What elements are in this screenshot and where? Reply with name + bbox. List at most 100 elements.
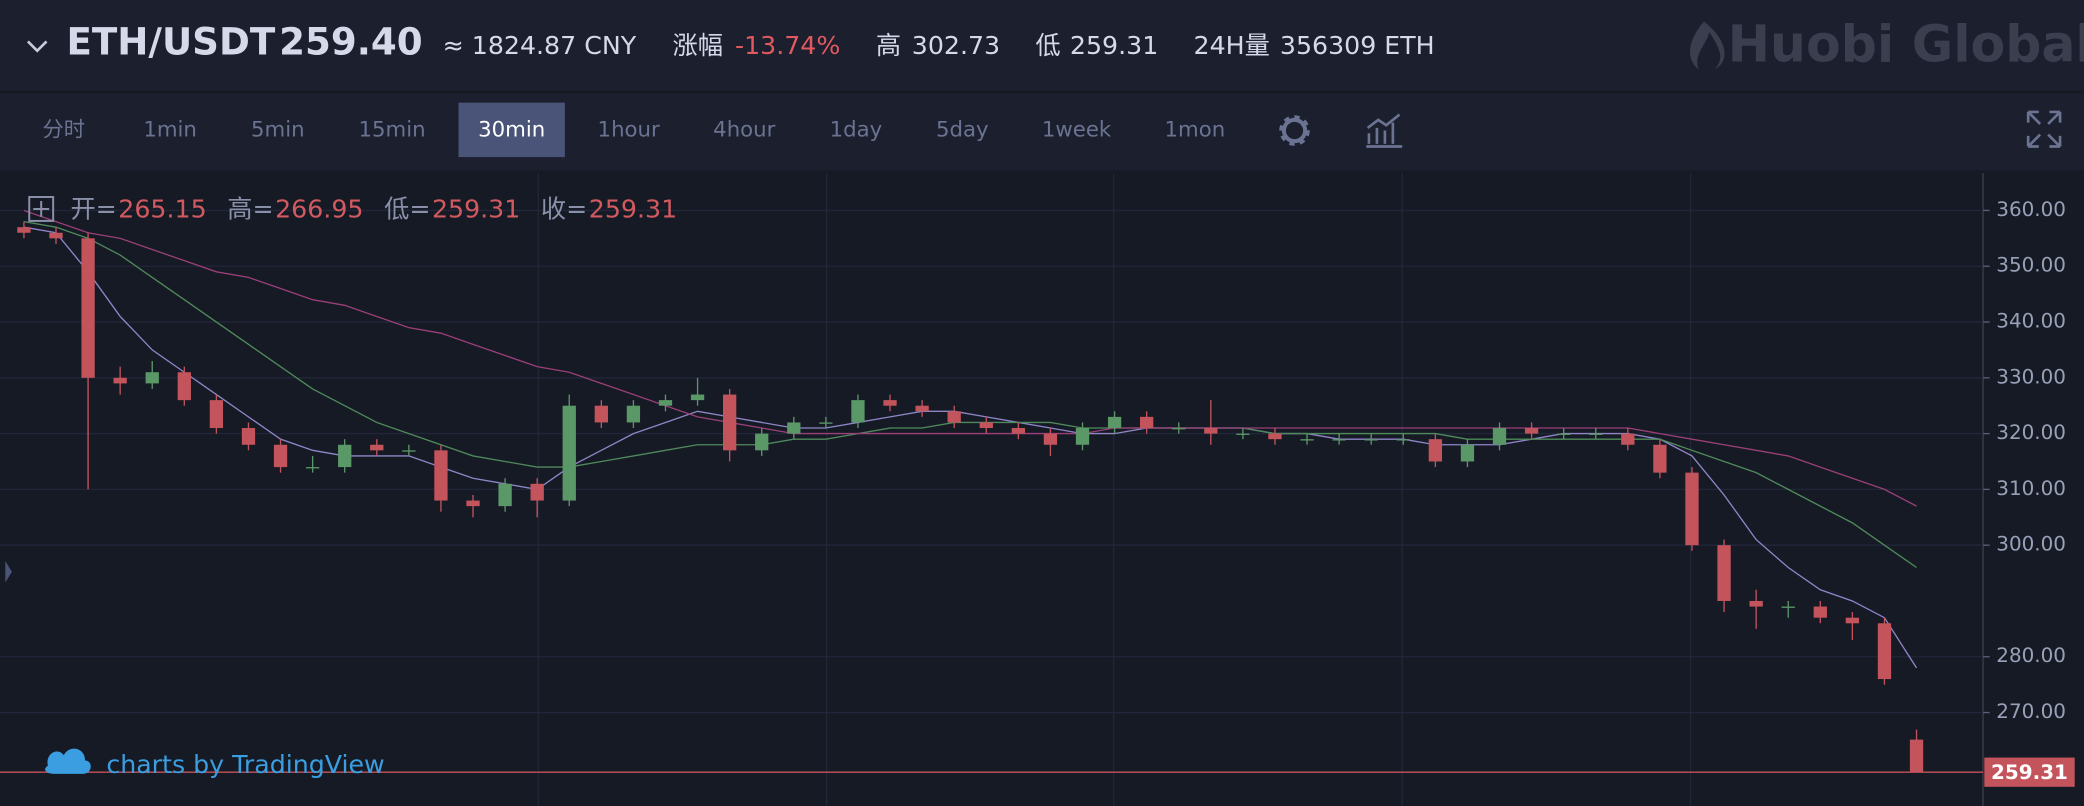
candle-body	[370, 444, 384, 451]
candle-body	[530, 483, 544, 501]
interval-tab[interactable]: 1mon	[1164, 118, 1225, 143]
candle-body	[562, 405, 576, 501]
candle-body	[1460, 444, 1475, 462]
candle-body	[305, 467, 320, 469]
indicators-button[interactable]	[1366, 113, 1403, 148]
y-tick-label: 270.00	[1996, 700, 2066, 723]
candle-body	[273, 444, 288, 468]
candle-body	[402, 450, 416, 452]
fullscreen-button[interactable]	[2026, 110, 2062, 148]
candle-body	[1364, 439, 1378, 441]
candle-body	[1268, 433, 1282, 440]
interval-tab[interactable]: 1week	[1042, 118, 1112, 143]
legend-toggle[interactable]	[28, 195, 55, 222]
y-tick-label: 300.00	[1996, 533, 2066, 556]
candle-body	[1300, 439, 1314, 441]
y-tick-label: 340.00	[1996, 310, 2066, 333]
side-handle[interactable]	[5, 561, 12, 583]
plot: 360.00 350.00 340.00 330.00 320.00 310.00 300.…	[0, 173, 2075, 806]
candle-body	[1845, 617, 1860, 624]
interval-tab[interactable]: 15min	[359, 118, 426, 143]
volume-label: 24H量	[1194, 31, 1270, 60]
candle-body	[819, 422, 833, 424]
candle-body	[1557, 433, 1571, 435]
low-label: 低	[1035, 31, 1060, 60]
ohlc-label: 收=	[541, 194, 587, 223]
last-price-tag	[1984, 757, 2075, 787]
cny-price: ≈ 1824.87 CNY	[443, 31, 637, 60]
candle-body	[947, 411, 961, 423]
ohlc-value: 259.31	[432, 194, 520, 223]
ma-line	[23, 209, 1917, 507]
candle-body	[851, 400, 865, 423]
candle-body	[434, 450, 448, 501]
candle-body	[1075, 428, 1090, 445]
price: 259.40	[279, 20, 423, 64]
candle-body	[1236, 433, 1250, 435]
candle-body	[1717, 545, 1731, 601]
y-tick-label: 330.00	[1996, 365, 2066, 388]
toolbar	[0, 93, 2084, 171]
candle-body	[498, 483, 512, 507]
candle-body	[722, 394, 737, 451]
tradingview-logo	[45, 748, 91, 774]
candle-body	[1524, 428, 1539, 434]
interval-tab[interactable]: 1hour	[598, 118, 660, 143]
candle-body	[241, 428, 256, 445]
candle-body	[883, 400, 897, 406]
candle-body	[915, 405, 929, 412]
candle-body	[979, 422, 993, 429]
candle-body	[17, 227, 31, 233]
interval-tab[interactable]: 5min	[251, 118, 305, 143]
ohlc-value: 265.15	[118, 194, 206, 223]
candle-body	[338, 444, 352, 468]
candle-body	[1653, 444, 1667, 473]
y-tick-label: 310.00	[1996, 477, 2066, 500]
change-label: 涨幅	[673, 31, 724, 60]
candle-body	[1107, 416, 1122, 429]
volume: 356309 ETH	[1280, 31, 1435, 60]
change: -13.74%	[735, 31, 840, 60]
candle-body	[177, 372, 191, 401]
y-tick-label: 360.00	[1996, 198, 2066, 221]
candle-body	[1781, 606, 1795, 608]
candle-body	[690, 394, 705, 401]
candle-body	[1749, 600, 1763, 607]
candle-body	[1332, 439, 1346, 441]
candle-body	[1909, 739, 1924, 773]
ohlc-label: 高=	[227, 194, 273, 223]
high: 302.73	[912, 31, 1000, 60]
candle-body	[81, 238, 95, 378]
ohlc-label: 低=	[384, 194, 430, 223]
interval-tab[interactable]: 1min	[143, 118, 197, 143]
candle-body	[1140, 416, 1154, 429]
dropdown-chevron[interactable]	[26, 40, 48, 53]
pair[interactable]: ETH/USDT	[66, 20, 275, 64]
candle-body	[1204, 428, 1218, 434]
candle-body	[113, 377, 127, 384]
interval-tab[interactable]: 分时	[43, 118, 86, 143]
interval-tabs: 分时 1min 5min 15min 30min 1hour 4hour 1day 5day 1w…	[43, 102, 1225, 158]
settings-button[interactable]	[1279, 115, 1310, 146]
watermark[interactable]: charts by TradingView	[106, 750, 384, 779]
candle-body	[466, 500, 480, 507]
interval-tab[interactable]: 1day	[830, 118, 883, 143]
candle-body	[1172, 428, 1186, 430]
y-tick-label: 350.00	[1996, 254, 2066, 277]
logo: Huobi Global	[1728, 15, 2084, 74]
interval-tab[interactable]: 4hour	[713, 118, 775, 143]
header-bar	[0, 0, 2084, 91]
candle-body	[1396, 439, 1410, 441]
candle-body	[1813, 606, 1827, 618]
candle-body	[1877, 623, 1892, 680]
active-tab	[458, 102, 565, 158]
candle-body	[1685, 472, 1699, 546]
interval-tab[interactable]: 30min	[478, 118, 545, 143]
high-label: 高	[876, 31, 901, 60]
candle-body	[49, 232, 63, 239]
legend-toggle-icon	[33, 200, 50, 217]
interval-tab[interactable]: 5day	[936, 118, 989, 143]
candle-body	[755, 433, 769, 451]
